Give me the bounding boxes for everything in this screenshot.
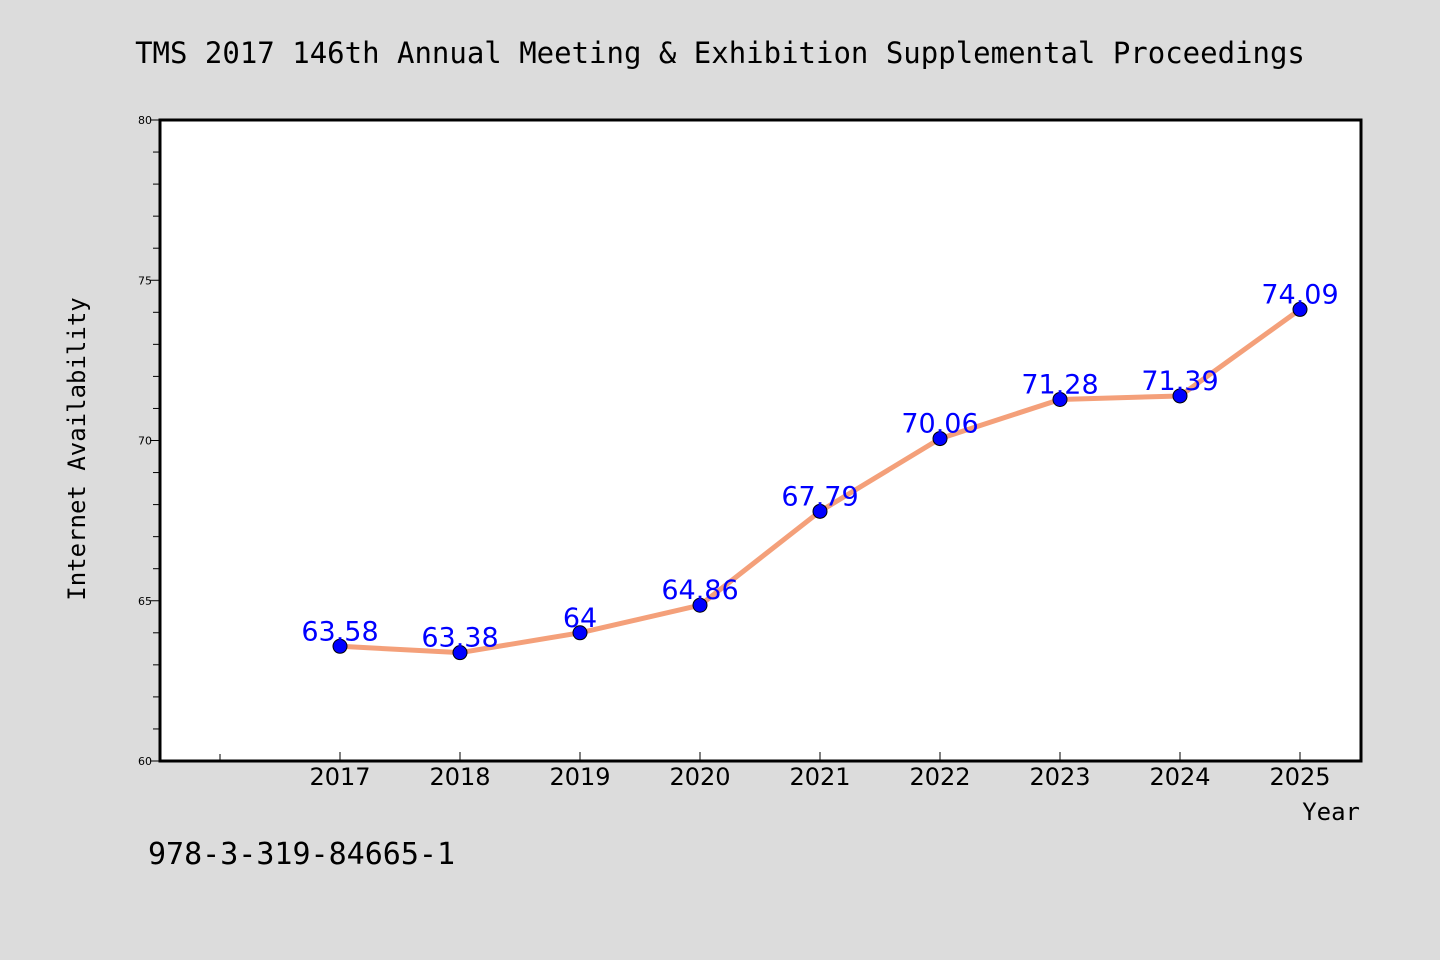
x-tick-label: 2017 <box>309 763 370 791</box>
x-tick-label: 2021 <box>789 763 850 791</box>
chart-title: TMS 2017 146th Annual Meeting & Exhibiti… <box>135 36 1305 70</box>
data-point <box>1172 388 1188 404</box>
data-label: 71.39 <box>1141 366 1218 397</box>
data-label: 64 <box>563 603 597 634</box>
x-tick-label: 2022 <box>909 763 970 791</box>
data-point <box>1052 391 1068 407</box>
data-point <box>452 645 468 661</box>
data-label: 64.86 <box>661 575 738 606</box>
data-label: 67.79 <box>781 481 858 512</box>
data-label: 70.06 <box>901 409 978 440</box>
data-point <box>332 638 348 654</box>
data-point <box>692 597 708 613</box>
data-point <box>1292 301 1308 317</box>
data-point <box>932 431 948 447</box>
data-point <box>812 503 828 519</box>
x-tick-label: 2025 <box>1269 763 1330 791</box>
y-tick-label: 65 <box>138 595 152 608</box>
x-tick-label: 2023 <box>1029 763 1090 791</box>
data-label: 74.09 <box>1261 279 1338 310</box>
series-layer: 63.58 63.38 64 64.86 67.79 70.06 71.28 71.39 74.… <box>301 279 1339 661</box>
y-tick-label: 60 <box>138 755 152 768</box>
x-tick-label: 2018 <box>429 763 490 791</box>
plot-area <box>158 118 1363 763</box>
y-axis-label: Internet Availability <box>63 297 91 600</box>
x-axis-label: Year <box>1302 798 1360 826</box>
x-axis: 2017 2018 2019 2020 2021 2022 2023 2024 2025 <box>219 752 1331 791</box>
data-label: 63.58 <box>301 616 378 647</box>
footer-isbn: 978-3-319-84665-1 <box>148 837 455 872</box>
y-tick-label: 75 <box>138 274 152 287</box>
y-tick-label: 70 <box>138 435 152 448</box>
y-tick-label: 80 <box>138 114 152 127</box>
data-label: 71.28 <box>1021 369 1098 400</box>
x-tick-label: 2024 <box>1149 763 1210 791</box>
x-tick-label: 2020 <box>669 763 730 791</box>
data-label: 63.38 <box>421 623 498 654</box>
data-point <box>572 625 588 641</box>
y-axis: 60 65 70 75 80 <box>138 114 160 768</box>
x-tick-label: 2019 <box>549 763 610 791</box>
